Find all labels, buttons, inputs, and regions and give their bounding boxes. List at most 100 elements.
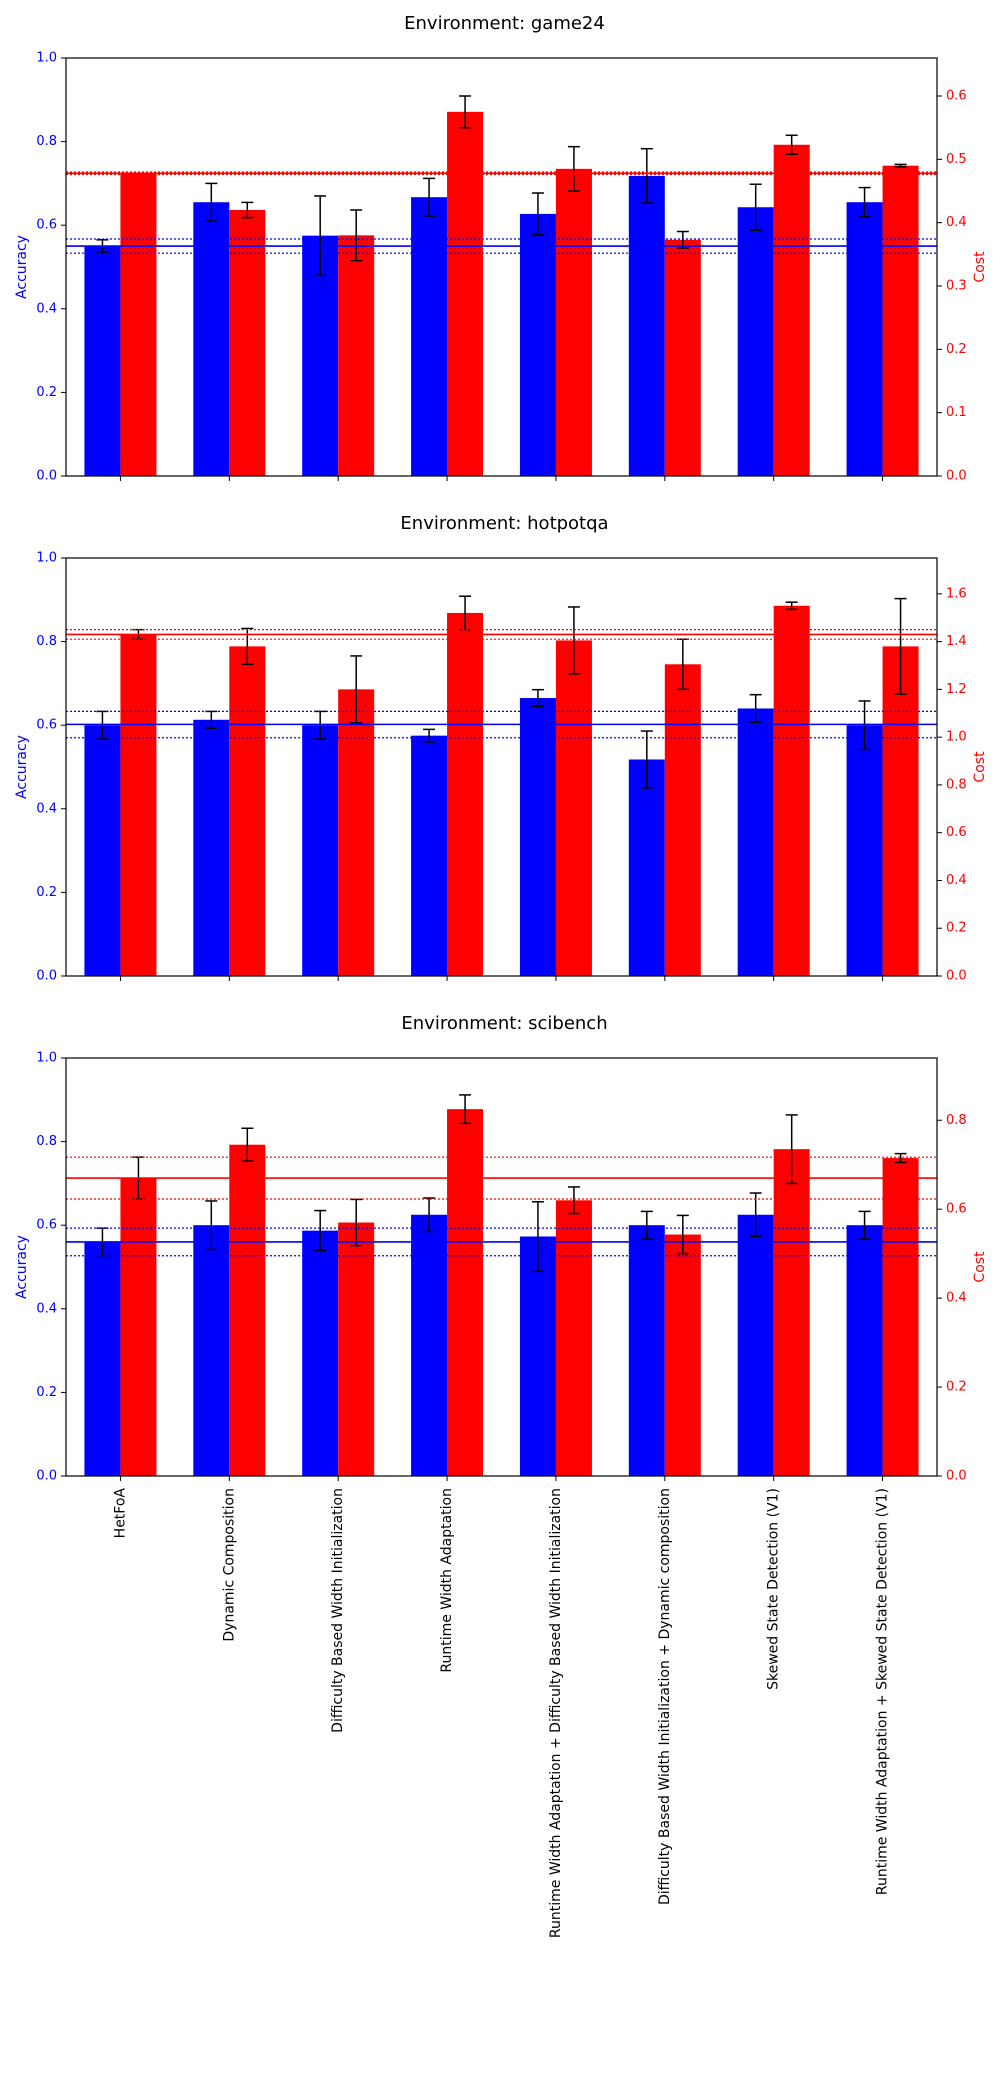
- y-tick-label: 0.0: [36, 469, 57, 484]
- plot-frame: [65, 557, 938, 977]
- accuracy-bar-0: [84, 246, 121, 476]
- cost-bar-6: [773, 1149, 810, 1476]
- accuracy-bar-6: [737, 708, 774, 976]
- y2-tick-label: 1.2: [946, 682, 967, 697]
- y-axis-label: Accuracy: [14, 235, 30, 299]
- cost-bar-5: [664, 1234, 701, 1476]
- y-tick-label: 0.2: [36, 385, 57, 400]
- x-tick-label: Runtime Width Adaptation: [439, 1488, 455, 1673]
- cost-bar-7: [882, 1158, 919, 1476]
- accuracy-bar-5: [628, 175, 665, 476]
- accuracy-bar-6: [737, 207, 774, 476]
- chart-panel-1: Environment: hotpotqa 0.0 0.2 0.4 0.6 0.8 1.0 0…: [14, 513, 988, 984]
- y-tick-label: 0.0: [36, 969, 57, 984]
- y-tick-label: 0.6: [36, 718, 57, 733]
- y-tick-label: 0.6: [36, 218, 57, 233]
- y2-tick-label: 0.0: [946, 1469, 967, 1484]
- y2-tick-label: 0.6: [946, 1202, 967, 1217]
- y2-tick-label: 0.1: [946, 405, 967, 420]
- cost-bar-1: [229, 210, 266, 476]
- y-tick-label: 0.2: [36, 885, 57, 900]
- y-tick-label: 0.4: [36, 1301, 57, 1316]
- y-tick-label: 0.0: [36, 1469, 57, 1484]
- accuracy-bar-5: [628, 1225, 665, 1476]
- y-tick-label: 1.0: [36, 551, 57, 566]
- accuracy-bar-3: [411, 197, 448, 476]
- accuracy-bar-7: [846, 202, 883, 476]
- y2-axis-label: Cost: [972, 251, 988, 283]
- y-tick-label: 0.6: [36, 1218, 57, 1233]
- cost-bar-7: [882, 165, 919, 476]
- cost-bar-4: [555, 640, 592, 976]
- accuracy-bar-4: [519, 698, 556, 976]
- y2-tick-label: 0.4: [946, 873, 967, 888]
- accuracy-bar-1: [193, 719, 230, 976]
- accuracy-bar-2: [302, 1230, 339, 1476]
- y-tick-label: 0.8: [36, 1134, 57, 1149]
- cost-bar-5: [664, 239, 701, 476]
- cost-bar-6: [773, 605, 810, 976]
- chart-title: Environment: scibench: [401, 1013, 607, 1034]
- accuracy-bar-5: [628, 759, 665, 976]
- x-tick-label: Dynamic Composition: [221, 1488, 237, 1642]
- y2-tick-label: 0.2: [946, 1380, 967, 1395]
- y-tick-label: 0.4: [36, 801, 57, 816]
- accuracy-bar-1: [193, 1225, 230, 1476]
- x-tick-label: Difficulty Based Width Initialization + …: [657, 1488, 673, 1905]
- x-tick-label: Runtime Width Adaptation + Skewed State …: [875, 1488, 891, 1895]
- cost-bar-1: [229, 1144, 266, 1476]
- y2-tick-label: 0.4: [946, 1291, 967, 1306]
- x-tick-label: Skewed State Detection (V1): [766, 1488, 782, 1690]
- cost-bar-4: [555, 168, 592, 477]
- y-axis-label: Accuracy: [14, 735, 30, 799]
- chart-panel-0: Environment: game24 0.0 0.2 0.4 0.6 0.8 1.0 0.0…: [14, 13, 988, 484]
- plot-frame: [65, 1057, 938, 1477]
- y-tick-label: 1.0: [36, 1051, 57, 1066]
- cost-bar-2: [338, 689, 375, 976]
- cost-bar-0: [120, 173, 157, 476]
- y2-axis-label: Cost: [972, 751, 988, 783]
- accuracy-bar-0: [84, 1241, 121, 1476]
- y2-tick-label: 0.0: [946, 969, 967, 984]
- y-tick-label: 0.2: [36, 1385, 57, 1400]
- y2-tick-label: 0.0: [946, 469, 967, 484]
- y-axis-label: Accuracy: [14, 1235, 30, 1299]
- chart-title: Environment: hotpotqa: [400, 513, 608, 534]
- cost-bar-0: [120, 634, 157, 976]
- accuracy-bar-7: [846, 1225, 883, 1476]
- y2-tick-label: 0.8: [946, 777, 967, 792]
- cost-bar-4: [555, 1200, 592, 1476]
- x-tick-label: Runtime Width Adaptation + Difficulty Ba…: [548, 1488, 564, 1938]
- cost-bar-5: [664, 664, 701, 976]
- y2-tick-label: 0.2: [946, 921, 967, 936]
- accuracy-bar-7: [846, 725, 883, 976]
- y2-tick-label: 0.6: [946, 825, 967, 840]
- x-tick-label: Difficulty Based Width Initialization: [330, 1488, 346, 1733]
- accuracy-bar-0: [84, 725, 121, 976]
- y2-tick-label: 0.8: [946, 1113, 967, 1128]
- accuracy-bar-4: [519, 1236, 556, 1476]
- y-tick-label: 0.4: [36, 301, 57, 316]
- accuracy-bar-6: [737, 1214, 774, 1476]
- y2-tick-label: 1.4: [946, 634, 967, 649]
- accuracy-bar-4: [519, 213, 556, 476]
- y2-tick-label: 0.2: [946, 342, 967, 357]
- y2-tick-label: 1.6: [946, 586, 967, 601]
- y-tick-label: 1.0: [36, 51, 57, 66]
- cost-bar-3: [447, 1109, 484, 1476]
- chart-panel-2: Environment: scibench 0.0 0.2 0.4 0.6 0.8 1.0 0…: [14, 1013, 988, 1484]
- accuracy-bar-3: [411, 735, 448, 976]
- plot-frame: [65, 57, 938, 477]
- cost-bar-2: [338, 1222, 375, 1476]
- x-tick-label: HetFoA: [112, 1488, 128, 1539]
- y2-axis-label: Cost: [972, 1251, 988, 1283]
- cost-bar-2: [338, 235, 375, 476]
- y2-tick-label: 0.4: [946, 215, 967, 230]
- cost-bar-7: [882, 646, 919, 976]
- accuracy-bar-3: [411, 1214, 448, 1476]
- accuracy-bar-1: [193, 202, 230, 476]
- y2-tick-label: 0.3: [946, 279, 967, 294]
- cost-bar-3: [447, 612, 484, 976]
- y2-tick-label: 0.5: [946, 152, 967, 167]
